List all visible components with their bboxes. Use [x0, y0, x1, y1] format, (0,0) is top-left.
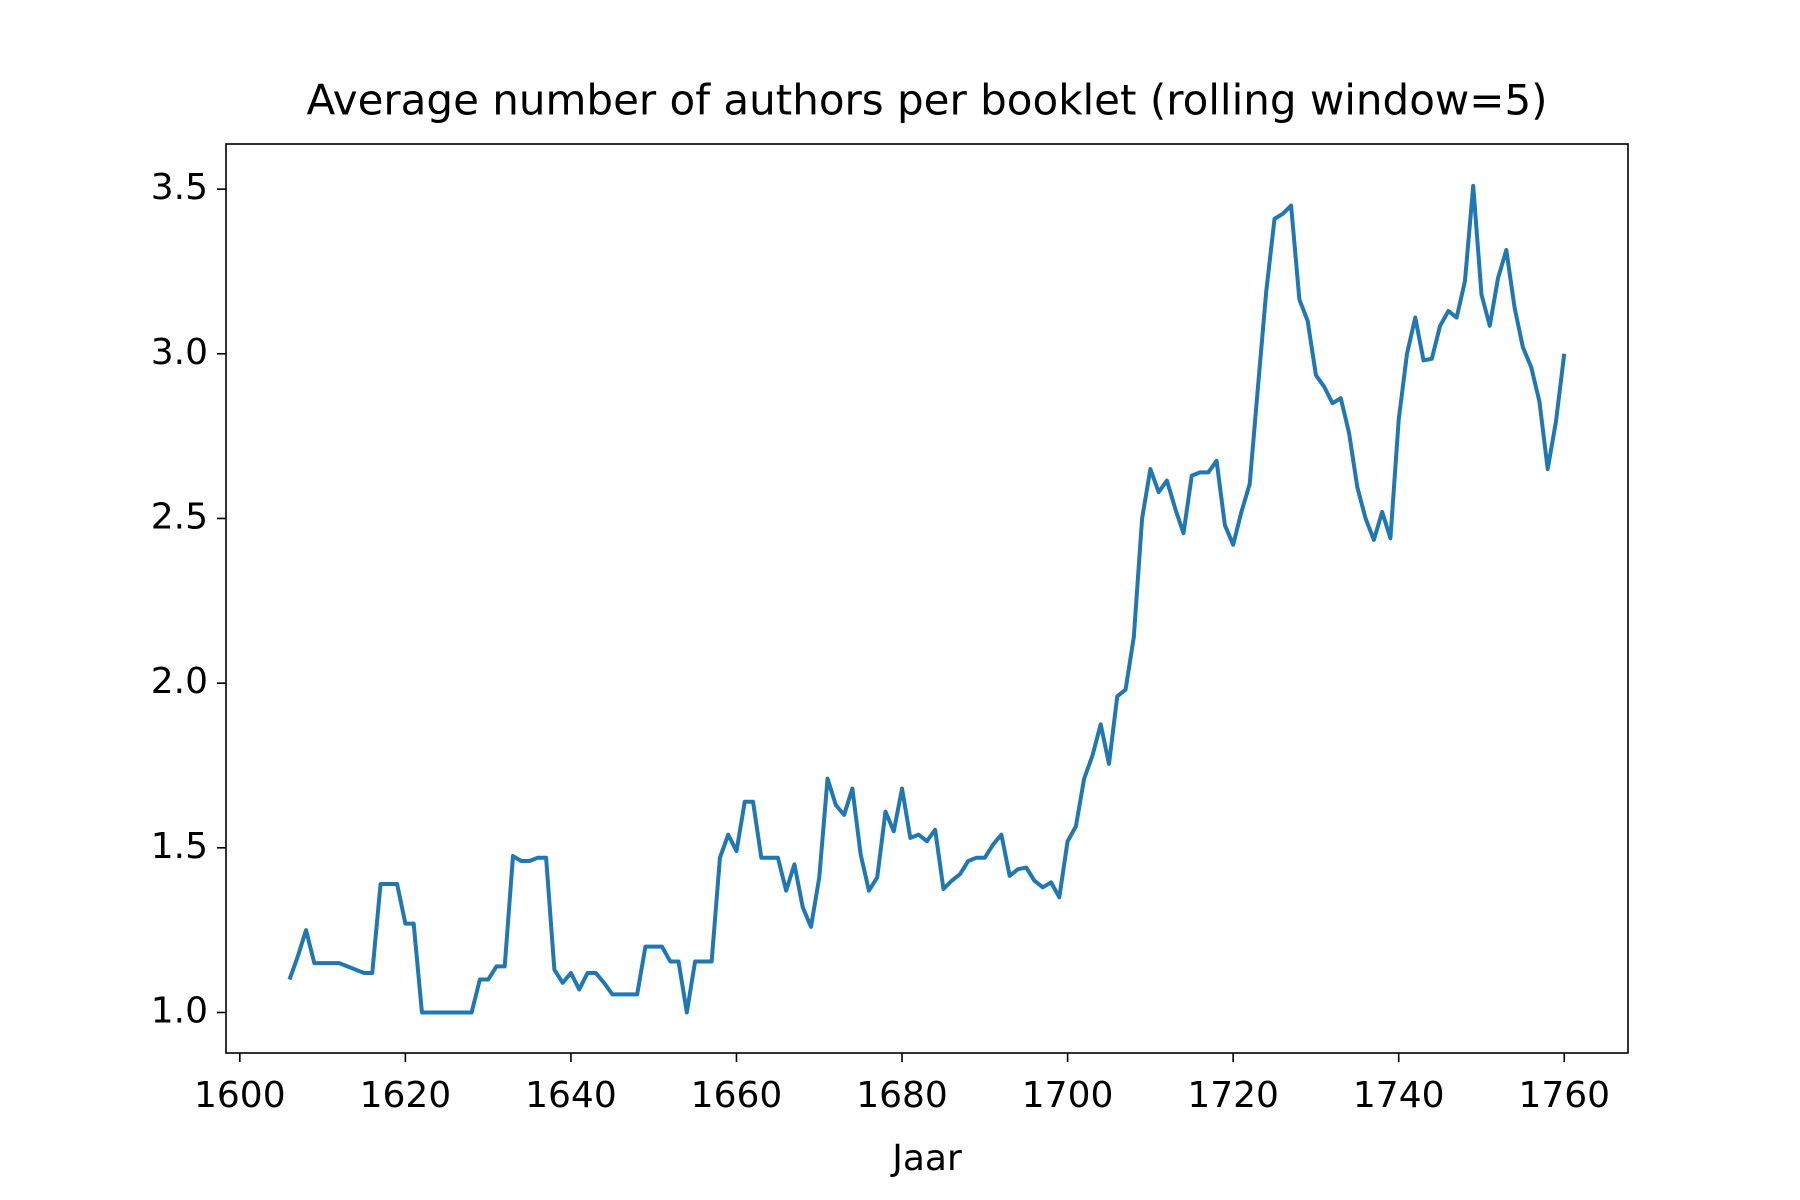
x-axis-label: Jaar	[890, 1138, 962, 1179]
line-series	[287, 183, 1567, 1015]
x-tick-label: 1720	[1187, 1075, 1279, 1116]
plot-frame	[225, 143, 1629, 1054]
y-tick-label: 3.0	[151, 332, 208, 373]
x-tick-label: 1700	[1022, 1075, 1114, 1116]
x-tick-label: 1660	[691, 1075, 783, 1116]
y-tick-label: 2.0	[151, 661, 208, 702]
x-tick-label: 1640	[525, 1075, 617, 1116]
x-tick-label: 1620	[360, 1075, 452, 1116]
y-tick-label: 3.5	[151, 167, 208, 208]
x-tick-label: 1680	[856, 1075, 948, 1116]
y-tick-label: 1.5	[151, 826, 208, 867]
x-tick-label: 1600	[194, 1075, 286, 1116]
x-tick-label: 1760	[1518, 1075, 1610, 1116]
y-tick-label: 2.5	[151, 496, 208, 537]
y-tick-label: 1.0	[151, 990, 208, 1031]
x-tick-label: 1740	[1353, 1075, 1445, 1116]
chart-title: Average number of authors per booklet (r…	[306, 76, 1547, 125]
